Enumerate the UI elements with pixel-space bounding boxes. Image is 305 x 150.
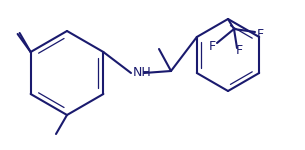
Text: F: F [257, 27, 264, 40]
Text: F: F [208, 39, 216, 52]
Text: NH: NH [133, 66, 152, 78]
Text: F: F [235, 45, 242, 57]
